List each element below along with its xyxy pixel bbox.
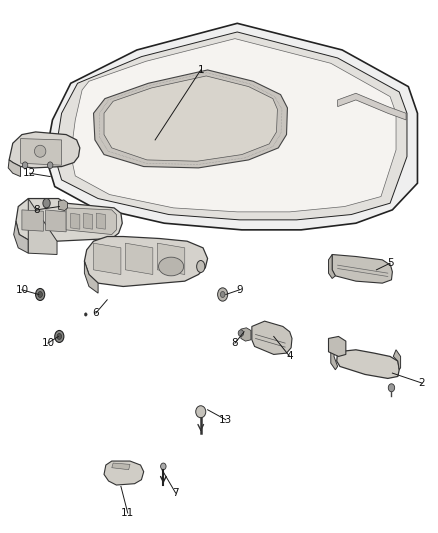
- Polygon shape: [85, 237, 208, 287]
- Ellipse shape: [159, 257, 184, 276]
- Ellipse shape: [35, 288, 45, 301]
- Text: 11: 11: [121, 508, 134, 518]
- Ellipse shape: [22, 162, 28, 168]
- Text: 6: 6: [92, 308, 99, 318]
- Polygon shape: [21, 139, 62, 165]
- Text: 10: 10: [15, 285, 28, 295]
- Polygon shape: [328, 336, 346, 357]
- Ellipse shape: [47, 162, 53, 168]
- Polygon shape: [104, 76, 277, 161]
- Polygon shape: [125, 243, 153, 274]
- Polygon shape: [96, 213, 106, 229]
- Ellipse shape: [197, 261, 205, 272]
- Polygon shape: [66, 208, 117, 235]
- Polygon shape: [332, 255, 392, 283]
- Text: 12: 12: [23, 168, 36, 178]
- Polygon shape: [241, 328, 251, 341]
- Ellipse shape: [43, 198, 50, 208]
- Polygon shape: [112, 463, 130, 470]
- Ellipse shape: [57, 334, 62, 340]
- Ellipse shape: [220, 292, 225, 297]
- Text: 5: 5: [387, 258, 393, 268]
- Ellipse shape: [161, 463, 166, 470]
- Polygon shape: [338, 93, 406, 120]
- Ellipse shape: [55, 330, 64, 342]
- Polygon shape: [14, 221, 28, 253]
- Text: 10: 10: [41, 338, 54, 348]
- Polygon shape: [46, 23, 417, 230]
- Ellipse shape: [388, 384, 395, 392]
- Text: 8: 8: [232, 338, 238, 348]
- Text: 1: 1: [198, 65, 204, 75]
- Ellipse shape: [196, 406, 206, 418]
- Text: 9: 9: [236, 285, 243, 295]
- Text: 13: 13: [219, 415, 233, 425]
- Polygon shape: [94, 70, 287, 168]
- Polygon shape: [331, 345, 338, 370]
- Polygon shape: [328, 255, 336, 278]
- Ellipse shape: [38, 292, 42, 297]
- Polygon shape: [393, 350, 401, 370]
- Ellipse shape: [238, 330, 244, 336]
- Polygon shape: [85, 261, 98, 293]
- Ellipse shape: [244, 331, 250, 338]
- Polygon shape: [9, 132, 80, 168]
- Polygon shape: [46, 210, 66, 232]
- Polygon shape: [252, 321, 292, 354]
- Polygon shape: [337, 350, 399, 378]
- Polygon shape: [8, 160, 21, 176]
- Polygon shape: [28, 199, 57, 255]
- Polygon shape: [58, 200, 67, 211]
- Text: 7: 7: [172, 488, 179, 498]
- Polygon shape: [16, 199, 122, 241]
- Ellipse shape: [218, 288, 228, 301]
- Ellipse shape: [85, 313, 87, 316]
- Polygon shape: [22, 210, 43, 231]
- Polygon shape: [84, 213, 92, 229]
- Polygon shape: [104, 461, 144, 485]
- Polygon shape: [94, 243, 121, 274]
- Polygon shape: [71, 39, 396, 212]
- Polygon shape: [71, 213, 80, 229]
- Ellipse shape: [35, 145, 46, 157]
- Polygon shape: [55, 32, 407, 220]
- Polygon shape: [157, 243, 185, 274]
- Text: 2: 2: [419, 378, 425, 388]
- Text: 4: 4: [286, 351, 293, 361]
- Text: 8: 8: [33, 205, 40, 215]
